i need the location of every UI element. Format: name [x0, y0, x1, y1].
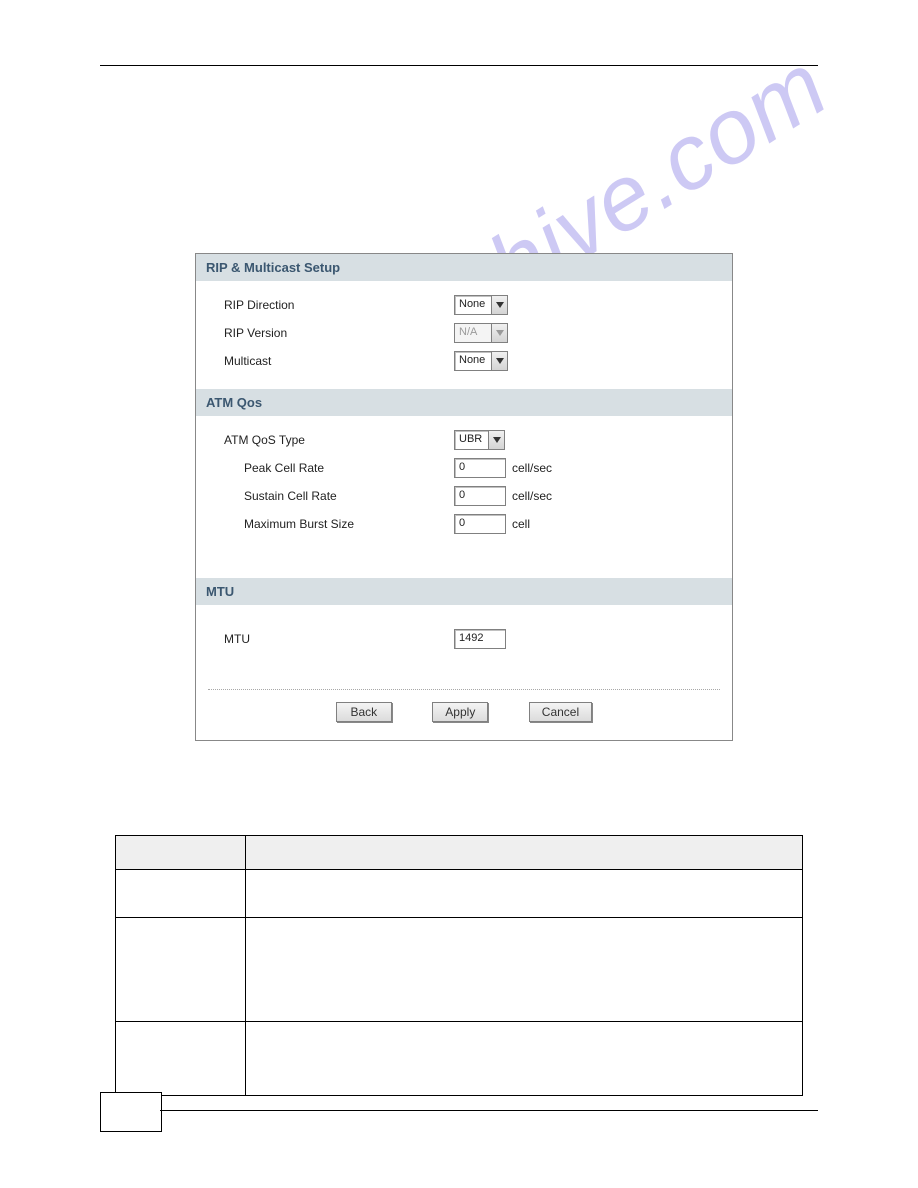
input-sustain-cell-rate[interactable]: 0 — [454, 486, 506, 506]
row-atm-qos-type: ATM QoS Type UBR — [224, 426, 712, 454]
section-header-atm: ATM Qos — [196, 389, 732, 416]
page-number-box — [100, 1092, 162, 1132]
description-table — [115, 835, 803, 1096]
table-cell — [246, 918, 803, 1022]
table-row — [116, 1022, 803, 1096]
row-multicast: Multicast None — [224, 347, 712, 375]
label-mtu: MTU — [224, 632, 454, 646]
page-bottom-rule — [160, 1110, 818, 1111]
chevron-down-icon — [488, 431, 504, 449]
select-atm-qos-type[interactable]: UBR — [454, 430, 505, 450]
chevron-down-icon — [491, 324, 507, 342]
section-body-mtu: MTU 1492 — [196, 605, 732, 681]
label-rip-version: RIP Version — [224, 326, 454, 340]
unit-pcr: cell/sec — [512, 461, 552, 475]
label-multicast: Multicast — [224, 354, 454, 368]
button-row: Back Apply Cancel — [196, 702, 732, 740]
table-cell — [116, 918, 246, 1022]
settings-panel: RIP & Multicast Setup RIP Direction None… — [195, 253, 733, 741]
select-multicast[interactable]: None — [454, 351, 508, 371]
row-sustain-cell-rate: Sustain Cell Rate 0 cell/sec — [224, 482, 712, 510]
table-cell — [116, 870, 246, 918]
label-sustain-cell-rate: Sustain Cell Rate — [224, 489, 454, 503]
chevron-down-icon — [491, 296, 507, 314]
cancel-button[interactable]: Cancel — [529, 702, 592, 722]
input-max-burst-size[interactable]: 0 — [454, 514, 506, 534]
unit-mbs: cell — [512, 517, 530, 531]
input-peak-cell-rate[interactable]: 0 — [454, 458, 506, 478]
table-header-row — [116, 836, 803, 870]
section-header-rip: RIP & Multicast Setup — [196, 254, 732, 281]
select-multicast-value: None — [455, 352, 491, 370]
row-rip-direction: RIP Direction None — [224, 291, 712, 319]
select-atm-qos-type-value: UBR — [455, 431, 488, 449]
back-button[interactable]: Back — [336, 702, 392, 722]
unit-scr: cell/sec — [512, 489, 552, 503]
apply-button[interactable]: Apply — [432, 702, 488, 722]
label-atm-qos-type: ATM QoS Type — [224, 433, 454, 447]
section-body-atm: ATM QoS Type UBR Peak Cell Rate 0 cell/s… — [196, 416, 732, 578]
table-header-cell — [116, 836, 246, 870]
table-cell — [246, 1022, 803, 1096]
row-rip-version: RIP Version N/A — [224, 319, 712, 347]
row-peak-cell-rate: Peak Cell Rate 0 cell/sec — [224, 454, 712, 482]
select-rip-version-value: N/A — [455, 324, 491, 342]
label-peak-cell-rate: Peak Cell Rate — [224, 461, 454, 475]
chevron-down-icon — [491, 352, 507, 370]
select-rip-version[interactable]: N/A — [454, 323, 508, 343]
select-rip-direction[interactable]: None — [454, 295, 508, 315]
label-max-burst-size: Maximum Burst Size — [224, 517, 454, 531]
select-rip-direction-value: None — [455, 296, 491, 314]
table-row — [116, 870, 803, 918]
dotted-separator — [208, 689, 720, 690]
page-top-rule — [100, 65, 818, 66]
table-cell — [116, 1022, 246, 1096]
table-cell — [246, 870, 803, 918]
table-header-cell — [246, 836, 803, 870]
row-max-burst-size: Maximum Burst Size 0 cell — [224, 510, 712, 538]
row-mtu: MTU 1492 — [224, 615, 712, 667]
table-row — [116, 918, 803, 1022]
input-mtu[interactable]: 1492 — [454, 629, 506, 649]
section-body-rip: RIP Direction None RIP Version N/A Multi… — [196, 281, 732, 389]
section-header-mtu: MTU — [196, 578, 732, 605]
label-rip-direction: RIP Direction — [224, 298, 454, 312]
